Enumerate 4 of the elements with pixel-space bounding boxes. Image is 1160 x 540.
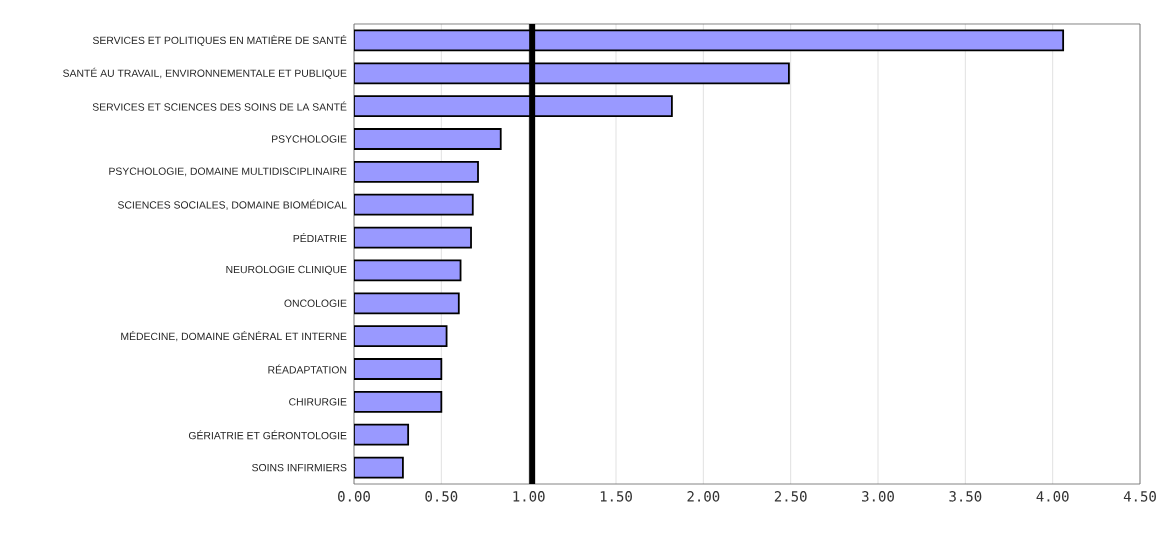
bar [354, 259, 462, 282]
bar [354, 226, 472, 249]
bar [354, 456, 404, 479]
bar [354, 29, 1065, 52]
